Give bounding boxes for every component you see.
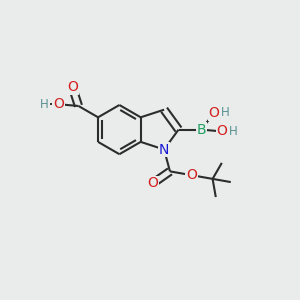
Text: B: B <box>196 123 206 136</box>
Text: O: O <box>67 80 78 94</box>
Text: O: O <box>186 168 197 182</box>
Text: N: N <box>159 142 169 157</box>
Text: O: O <box>217 124 227 138</box>
Text: O: O <box>208 106 220 120</box>
Text: H: H <box>40 98 49 111</box>
Text: O: O <box>147 176 158 190</box>
Text: H: H <box>220 106 229 119</box>
Text: O: O <box>53 97 64 111</box>
Text: H: H <box>228 125 237 138</box>
